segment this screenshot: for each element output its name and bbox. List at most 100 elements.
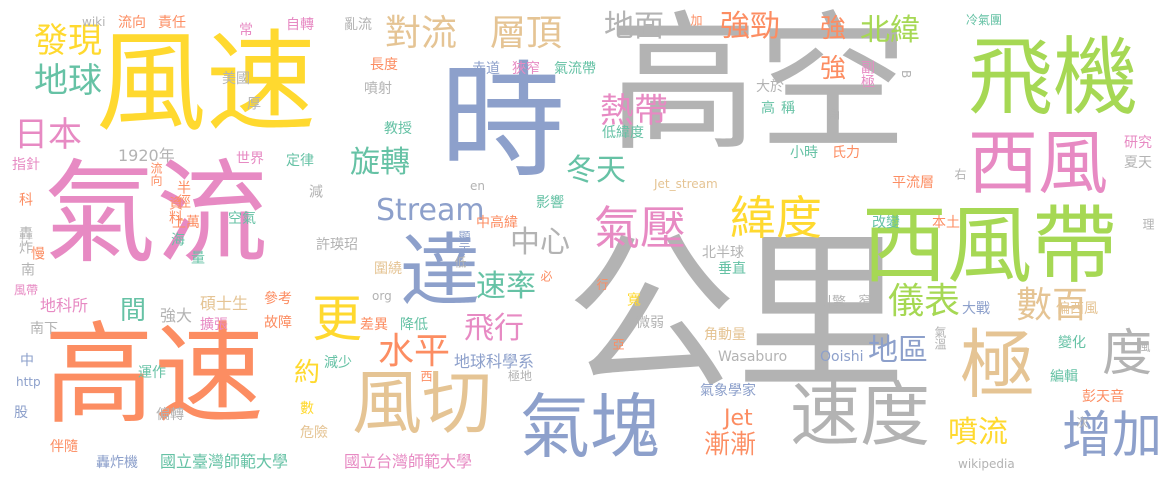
cloud-word: 風 (1137, 340, 1151, 352)
cloud-word: 狹窄 (512, 61, 540, 77)
cloud-word: 南下 (30, 321, 58, 337)
cloud-word: 極地 (508, 369, 533, 383)
cloud-word: 變化 (1058, 335, 1086, 351)
cloud-word: 本土 (932, 215, 960, 231)
cloud-word: 偏轉 (156, 407, 184, 423)
cloud-word: 圍繞 (374, 261, 402, 277)
cloud-word: 改變 (872, 215, 900, 231)
cloud-word: 減少 (324, 355, 352, 371)
cloud-word: wikipedia (958, 457, 1015, 471)
cloud-word: 風切 (352, 362, 492, 444)
cloud-word: 1920年 (118, 146, 175, 165)
cloud-word: 高速 (44, 311, 264, 439)
cloud-word: 西風帶 (862, 197, 1118, 296)
cloud-word: 北緯 (860, 13, 920, 48)
cloud-word: 長度 (370, 57, 398, 73)
cloud-word: 氣象學家 (700, 383, 756, 399)
cloud-word: 降低 (400, 317, 428, 333)
cloud-word: 中高緯 (476, 215, 518, 231)
cloud-word: 科 (17, 192, 33, 206)
cloud-word: 碩士生 (200, 294, 249, 313)
cloud-word: 極 (960, 321, 1036, 409)
cloud-word: 定律 (286, 153, 314, 169)
cloud-word: 地區 (868, 333, 928, 368)
cloud-word: 股 (14, 405, 28, 421)
cloud-word: B (899, 70, 913, 79)
cloud-word: 氣流 (44, 149, 268, 279)
cloud-word: 上萬 (172, 215, 200, 231)
cloud-word: en (470, 179, 485, 193)
cloud-word: 大於 (756, 79, 784, 95)
cloud-word: 厚 (245, 96, 261, 110)
cloud-word: 差異 (360, 317, 388, 333)
cloud-word: 數百 (1016, 285, 1089, 326)
cloud-word: 更 (312, 290, 362, 348)
cloud-word: 氏力 (832, 145, 860, 161)
cloud-word: 亞 (611, 338, 625, 350)
cloud-word: 國立台灣師範大學 (344, 452, 473, 471)
cloud-word: Stream (376, 193, 485, 228)
cloud-word: 地科所 (40, 296, 89, 315)
cloud-word: Wasaburo (718, 349, 788, 365)
cloud-word: 空氣 (228, 211, 256, 227)
cloud-word: 許瑛玿 (316, 237, 358, 253)
cloud-word: 度 (1102, 324, 1152, 382)
cloud-word: org (372, 289, 392, 303)
cloud-word: 時 (440, 50, 565, 195)
cloud-word: 引擎 (818, 295, 846, 311)
cloud-word: 儀表 (888, 281, 961, 322)
cloud-word: 水平 (378, 331, 451, 372)
cloud-word: 右 (953, 168, 967, 180)
cloud-word: 影響 (536, 195, 564, 211)
cloud-word: 角 (827, 108, 841, 120)
cloud-word: 國立臺灣師範大學 (160, 452, 289, 471)
cloud-word: 強 (820, 14, 847, 44)
cloud-word: 亂流 (344, 17, 372, 33)
cloud-word: 層頂 (490, 13, 563, 54)
cloud-word: 增加 (1062, 406, 1162, 464)
cloud-word: 行 (595, 278, 609, 290)
cloud-word: 稱 (779, 100, 795, 114)
cloud-word: 半徑 (175, 180, 191, 208)
cloud-word: 飛機 (968, 29, 1139, 128)
cloud-word: 必 (539, 270, 553, 282)
cloud-word: 次 (1075, 416, 1089, 428)
cloud-word: 研究 (1124, 135, 1152, 151)
cloud-word: 微弱 (636, 315, 664, 331)
cloud-word: 對流 (385, 13, 458, 54)
cloud-word: 強大 (160, 306, 193, 325)
cloud-word: 角動量 (704, 327, 746, 343)
cloud-word: 地面 (604, 9, 664, 44)
cloud-word: 擴張 (200, 317, 228, 333)
cloud-word: Jet_stream (654, 177, 718, 191)
cloud-word: 地球 (34, 61, 102, 101)
cloud-word: http (16, 375, 41, 389)
cloud-word: 風帶 (14, 283, 39, 297)
cloud-word: 旋轉 (350, 145, 410, 180)
cloud-word: 氣流帶 (554, 61, 596, 77)
cloud-word: 故障 (264, 315, 292, 331)
cloud-word: 參考 (264, 291, 292, 307)
cloud-word: 西 (419, 370, 433, 382)
cloud-word: 夏天 (1124, 155, 1152, 171)
cloud-word: 減 (307, 184, 323, 198)
cloud-word: 達 (400, 225, 480, 318)
cloud-word: 地球科學系 (454, 352, 535, 371)
cloud-word: 垂直 (718, 261, 746, 277)
cloud-word: 編輯 (1050, 369, 1078, 385)
cloud-word: 速率 (476, 269, 536, 304)
cloud-word: 轟炸機 (96, 455, 138, 471)
cloud-word: 冷氣團 (966, 13, 1003, 27)
cloud-word: 速度 (790, 374, 930, 456)
cloud-word: 顯示 (457, 230, 471, 254)
cloud-word: 海 (169, 232, 185, 246)
cloud-word: 小時 (790, 145, 818, 161)
cloud-word: 熱帶 (600, 91, 668, 131)
cloud-word: 南 (19, 262, 35, 276)
cloud-word: 強 (820, 54, 847, 84)
cloud-word: 偏西風 (1056, 301, 1098, 317)
cloud-word: 慢 (29, 246, 45, 260)
cloud-word: 責任 (158, 15, 186, 31)
cloud-word: 氣溫 (933, 326, 947, 350)
